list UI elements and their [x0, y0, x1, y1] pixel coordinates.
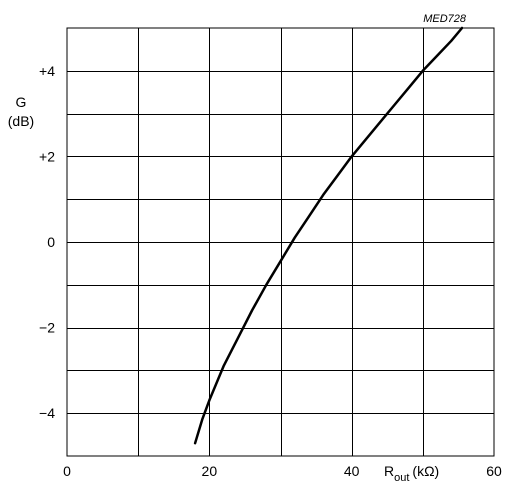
- y-tick-label: 0: [47, 234, 55, 250]
- plot-frame: [66, 27, 495, 457]
- grid: [67, 28, 494, 456]
- x-axis-label: Rout (kΩ): [384, 463, 439, 484]
- x-tick-label: 60: [486, 463, 502, 479]
- y-tick-labels: +4 +2 0 −2 −4: [39, 63, 55, 421]
- x-tick-label: 40: [344, 463, 360, 479]
- y-axis-label-unit: (dB): [8, 113, 34, 129]
- y-tick-label: +2: [39, 148, 55, 164]
- y-tick-label: −4: [39, 405, 55, 421]
- y-axis-label-g: G: [16, 94, 27, 110]
- x-axis-label-subscript: out: [394, 472, 409, 484]
- y-tick-label: −2: [39, 320, 55, 336]
- x-axis-label-unit: (kΩ): [412, 463, 439, 479]
- y-tick-label: +4: [39, 63, 55, 79]
- x-tick-label: 0: [63, 463, 71, 479]
- x-tick-labels: 0 20 40 60: [63, 463, 502, 479]
- gain-curve: [193, 26, 464, 445]
- figure-code: MED728: [423, 13, 467, 25]
- x-axis-label-main: R: [384, 463, 394, 479]
- x-tick-label: 20: [202, 463, 218, 479]
